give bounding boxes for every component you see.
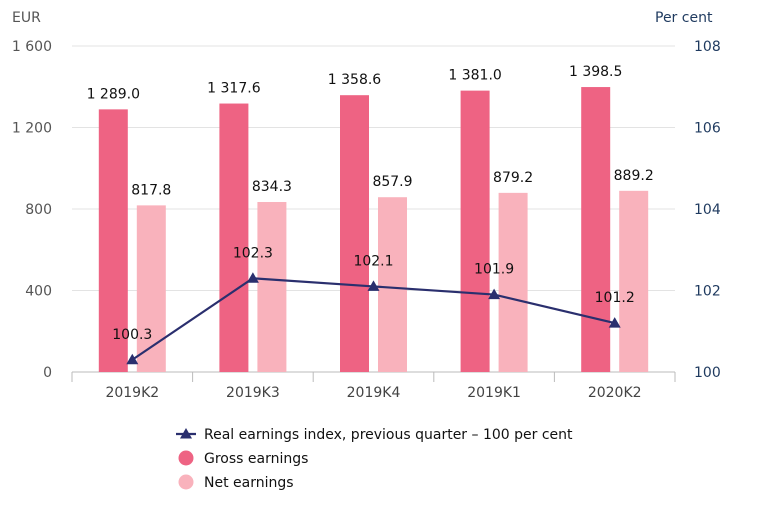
gross-earnings-bar (581, 87, 611, 372)
right-axis-tick-label: 104 (694, 202, 721, 218)
left-axis-tick-label: 0 (43, 365, 52, 381)
net-earnings-value-label: 857.9 (372, 174, 412, 190)
real-earnings-index-marker (367, 280, 380, 291)
legend-swatch (178, 474, 194, 490)
gross-earnings-bar (460, 90, 490, 372)
net-earnings-value-label: 834.3 (252, 179, 292, 195)
category-label: 2019K2 (105, 385, 159, 401)
right-axis-tick-label: 100 (694, 365, 721, 381)
real-earnings-index-value-label: 101.9 (474, 262, 514, 278)
left-axis-tick-label: 1 600 (12, 39, 52, 55)
legend-label: Gross earnings (204, 451, 308, 467)
gross-earnings-value-label: 1 358.6 (328, 72, 382, 88)
net-earnings-bar (498, 192, 528, 372)
right-axis-tick-label: 108 (694, 39, 721, 55)
net-earnings-bar (378, 197, 407, 372)
right-axis-tick-label: 106 (694, 121, 721, 137)
real-earnings-index-marker (126, 353, 139, 365)
category-label: 2019K3 (226, 385, 280, 401)
gross-earnings-value-label: 1 289.0 (87, 86, 140, 102)
legend-triangle-marker (180, 428, 192, 439)
real-earnings-index-marker (608, 317, 621, 328)
left-axis-unit: EUR (12, 10, 41, 26)
net-earnings-value-label: 817.8 (131, 182, 171, 198)
gross-earnings-bar (219, 103, 249, 372)
legend-swatch (178, 450, 194, 466)
real-earnings-index-value-label: 101.2 (595, 290, 635, 306)
real-earnings-index-value-label: 102.3 (233, 245, 273, 261)
left-axis-tick-label: 1 200 (12, 121, 52, 137)
real-earnings-index-marker (488, 288, 501, 300)
gross-earnings-value-label: 1 381.0 (448, 68, 501, 84)
gross-earnings-bar (340, 95, 369, 373)
right-axis-tick-label: 102 (694, 284, 721, 300)
real-earnings-index-marker (246, 272, 259, 283)
real-earnings-index-value-label: 102.1 (353, 253, 393, 269)
real-earnings-index-value-label: 100.3 (112, 327, 152, 343)
gross-earnings-value-label: 1 317.6 (207, 81, 261, 97)
category-label: 2019K1 (467, 385, 521, 401)
net-earnings-bar (619, 190, 649, 372)
left-axis-tick-label: 800 (25, 202, 52, 218)
gross-earnings-value-label: 1 398.5 (569, 64, 622, 80)
legend-label: Real earnings index, previous quarter – … (204, 427, 573, 443)
net-earnings-value-label: 889.2 (614, 168, 654, 184)
left-axis-tick-label: 400 (25, 284, 52, 300)
net-earnings-value-label: 879.2 (493, 170, 533, 186)
right-axis-unit: Per cent (655, 10, 713, 26)
category-label: 2019K4 (347, 385, 401, 401)
legend-label: Net earnings (204, 475, 294, 491)
gross-earnings-bar (98, 109, 128, 373)
net-earnings-bar (136, 205, 166, 372)
net-earnings-bar (257, 202, 287, 372)
category-label: 2020K2 (588, 385, 642, 401)
